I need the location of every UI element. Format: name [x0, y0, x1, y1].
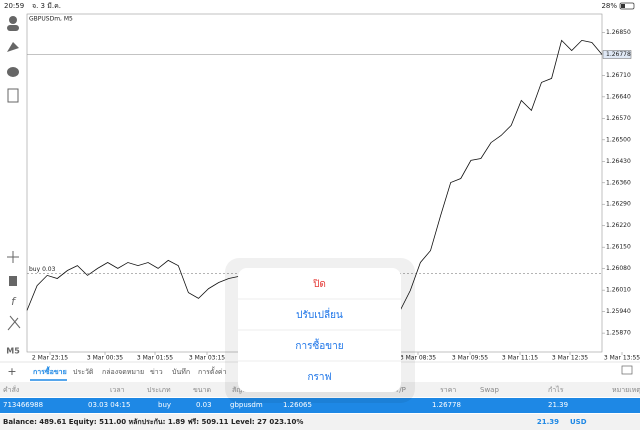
x-tick-label: 3 Mar 11:15: [502, 355, 538, 362]
chat-icon[interactable]: [7, 67, 19, 77]
new-chart-icon[interactable]: [7, 88, 19, 103]
account-icon[interactable]: [9, 16, 17, 24]
footer-currency: USD: [570, 418, 587, 426]
timeframe-button[interactable]: M5: [6, 347, 20, 356]
tab[interactable]: ข่าว: [150, 368, 163, 376]
table-row[interactable]: [0, 398, 640, 413]
column-header: T/P: [394, 386, 406, 394]
column-header: ขนาด: [193, 386, 211, 394]
status-date: จ. 3 มี.ค.: [32, 2, 61, 10]
function-icon[interactable]: f: [11, 295, 17, 308]
table-cell: 0.03: [196, 401, 212, 409]
table-cell: gbpusdm: [230, 401, 263, 409]
menu-item[interactable]: ปรับเปลี่ยน: [296, 307, 343, 321]
y-tick-label: 1.26430: [606, 158, 631, 165]
account-icon-body[interactable]: [7, 25, 19, 31]
x-tick-label: 3 Mar 03:15: [189, 355, 225, 362]
x-tick-label: 3 Mar 09:55: [452, 355, 488, 362]
y-tick-label: 1.26360: [606, 179, 631, 186]
footer: [0, 414, 640, 430]
tab[interactable]: การซื้อขาย: [33, 365, 67, 376]
menu-item[interactable]: ปิด: [312, 279, 325, 290]
x-tick-label: 3 Mar 13:55: [604, 355, 640, 362]
tab[interactable]: บันทึก: [172, 367, 190, 376]
price-label-box: [602, 50, 632, 59]
x-tick-label: 3 Mar 01:55: [137, 355, 173, 362]
y-tick-label: 1.26080: [606, 265, 631, 272]
column-header: Swap: [480, 386, 499, 394]
column-header: หมายเหตุ: [612, 386, 640, 394]
table-cell: 21.39: [548, 401, 568, 409]
chart-title: GBPUSDm, M5: [29, 16, 73, 23]
price-label: 1.26778: [606, 51, 631, 58]
status-time: 20:59: [4, 2, 24, 10]
table-cell: 03.03 04:15: [88, 401, 130, 409]
x-tick-label: 3 Mar 00:35: [87, 355, 123, 362]
tab[interactable]: กล่องจดหมาย: [102, 368, 144, 376]
table: คำสั่งเวลาประเภทขนาดสัญลักษณ์T/PราคาSwap…: [3, 385, 640, 409]
chart: 1.26850 1.26710 1.26640 1.26570 1.26500 1.264…: [26, 29, 640, 362]
y-tick-label: 1.26710: [606, 72, 631, 79]
y-tick-label: 1.26150: [606, 244, 631, 251]
table-cell: buy: [158, 401, 171, 409]
objects-icon[interactable]: [7, 315, 21, 331]
battery-level: [621, 4, 625, 8]
add-button[interactable]: +: [7, 365, 16, 378]
x-tick-label: 3 Mar 12:35: [552, 355, 588, 362]
battery-icon: [619, 2, 635, 10]
tab[interactable]: การตั้งค่า: [198, 365, 227, 376]
indicator-icon[interactable]: [9, 276, 17, 286]
account-summary: Balance: 489.61 Equity: 511.00 หลักประกั…: [3, 418, 303, 426]
order-line-label: buy 0.03: [29, 266, 56, 273]
crosshair-icon[interactable]: [7, 251, 19, 263]
status-battery: 28%: [601, 2, 617, 10]
layout-icon[interactable]: [621, 365, 633, 375]
y-tick-label: 1.26010: [606, 287, 631, 294]
y-tick-label: 1.25940: [606, 308, 631, 315]
table-cell: 713466988: [3, 401, 43, 409]
column-header: คำสั่ง: [3, 385, 19, 394]
x-tick-label: 2 Mar 23:15: [32, 355, 68, 362]
y-tick-label: 1.26220: [606, 222, 631, 229]
footer-profit: 21.39: [537, 418, 559, 426]
menu-item[interactable]: การซื้อขาย: [295, 338, 343, 352]
toolbar: f: [7, 16, 21, 331]
x-tick-label: 3 Mar 08:35: [400, 355, 436, 362]
y-tick-label: 1.26850: [606, 29, 631, 36]
table-cell: 1.26778: [432, 401, 461, 409]
y-tick-label: 1.26570: [606, 115, 631, 122]
column-header: ประเภท: [147, 386, 171, 394]
column-header: ราคา: [440, 386, 456, 394]
menu-item[interactable]: กราฟ: [307, 372, 331, 383]
column-header: เวลา: [110, 386, 125, 394]
y-tick-label: 1.26500: [606, 136, 631, 143]
tab[interactable]: ประวัติ: [73, 368, 94, 376]
column-header: กำไร: [548, 385, 564, 394]
tabs: การซื้อขาย ประวัติ กล่องจดหมาย ข่าว บันทึก กา…: [30, 365, 227, 381]
y-tick-label: 1.26290: [606, 201, 631, 208]
table-cell: 1.26065: [283, 401, 312, 409]
y-tick-label: 1.25870: [606, 330, 631, 337]
trade-icon[interactable]: [7, 42, 19, 52]
y-tick-label: 1.26640: [606, 93, 631, 100]
